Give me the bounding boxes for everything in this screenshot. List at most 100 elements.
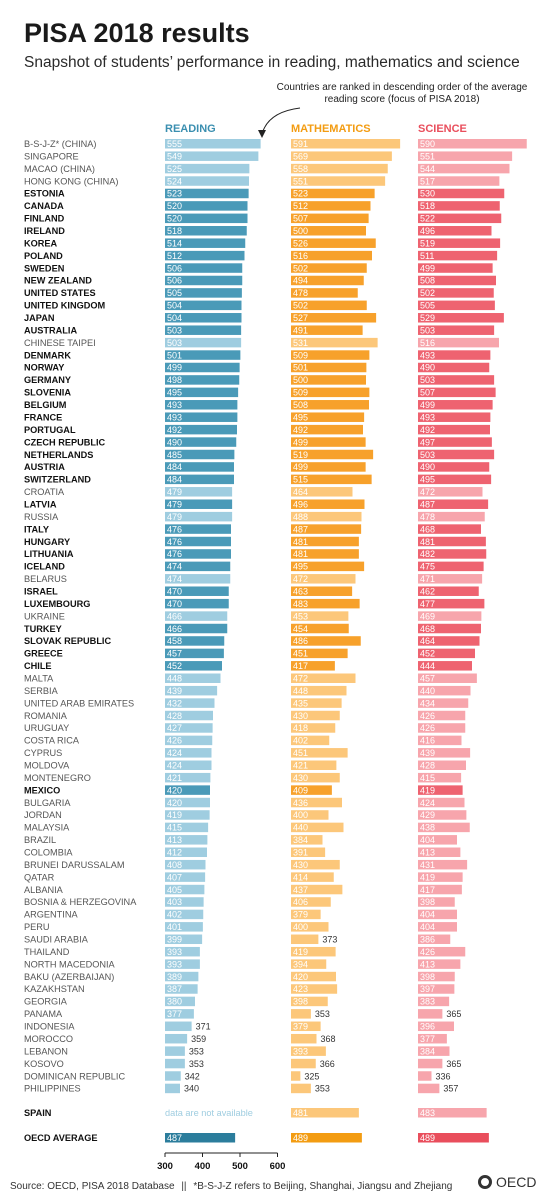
bar-reading — [165, 337, 242, 348]
bar-science — [418, 1021, 454, 1032]
bar-math — [291, 835, 323, 845]
bar-math — [291, 984, 338, 994]
value-label-math: 499 — [293, 462, 308, 472]
bar-reading — [165, 959, 200, 969]
value-label-reading: 466 — [167, 624, 182, 634]
bar-science — [418, 188, 505, 199]
value-label-science: 468 — [420, 524, 435, 534]
value-label-math: 419 — [293, 947, 308, 957]
value-label-math: 400 — [293, 810, 308, 820]
value-label-science: 398 — [420, 897, 435, 907]
value-label-math: 481 — [293, 1108, 308, 1118]
bar-science — [418, 300, 495, 311]
bar-science — [418, 934, 451, 945]
bar-math — [291, 449, 374, 460]
value-label-reading: 524 — [167, 176, 182, 186]
value-label-science: 413 — [420, 848, 435, 858]
value-label-reading: 427 — [167, 723, 182, 733]
value-label-science: 428 — [420, 761, 435, 771]
bar-science — [418, 536, 486, 547]
country-label: NEW ZEALAND — [24, 276, 92, 286]
value-label-science: 502 — [420, 288, 435, 298]
value-label-reading: 525 — [167, 164, 182, 174]
bar-math — [291, 1071, 301, 1081]
bar-science — [418, 375, 495, 385]
value-label-science: 424 — [420, 798, 435, 808]
value-label-reading: 380 — [167, 997, 182, 1007]
country-label: INDONESIA — [24, 1022, 75, 1032]
country-label: FRANCE — [24, 412, 62, 422]
x-axis-tick-label: 600 — [270, 1161, 286, 1172]
pisa-chart: READING MATHEMATICS SCIENCE B-S-J-Z* (CHINA… — [24, 107, 527, 1172]
bar-math — [291, 574, 356, 584]
country-label: GEORGIA — [24, 997, 68, 1007]
value-label-science: 464 — [420, 636, 435, 646]
value-label-math: 453 — [293, 611, 308, 621]
country-label: KAZAKHSTAN — [24, 984, 85, 994]
country-label: BELGIUM — [24, 400, 67, 410]
bar-science — [418, 275, 496, 286]
bar-reading — [165, 1133, 236, 1143]
country-label: DENMARK — [24, 350, 71, 360]
bar-math — [291, 1046, 326, 1056]
value-label-science: 365 — [446, 1009, 461, 1019]
value-label-math: 502 — [293, 263, 308, 273]
oecd-logo-text: OECD — [496, 1174, 537, 1190]
bar-reading — [165, 847, 207, 858]
country-label: CROATIA — [24, 487, 65, 497]
value-label-reading: 493 — [167, 412, 182, 422]
note-arrow-head — [258, 130, 266, 138]
bar-science — [418, 412, 491, 422]
bar-math — [291, 176, 386, 186]
bar-reading — [165, 487, 233, 497]
value-label-science: 471 — [420, 574, 435, 584]
value-label-math: 515 — [293, 475, 308, 485]
bar-math — [291, 337, 378, 348]
value-label-math: 558 — [293, 164, 308, 174]
value-label-reading: 420 — [167, 785, 182, 795]
country-label: COSTA RICA — [24, 736, 80, 746]
value-label-math: 368 — [321, 1034, 336, 1044]
value-label-science: 434 — [420, 698, 435, 708]
value-label-reading: 479 — [167, 512, 182, 522]
value-label-reading: 387 — [167, 984, 182, 994]
value-label-math: 523 — [293, 189, 308, 199]
value-label-math: 430 — [293, 860, 308, 870]
country-label: POLAND — [24, 251, 63, 261]
bar-math — [291, 1108, 359, 1118]
bar-science — [418, 437, 492, 447]
value-label-math: 421 — [293, 761, 308, 771]
value-label-math: 406 — [293, 897, 308, 907]
bar-math — [291, 511, 362, 522]
value-label-reading: 402 — [167, 910, 182, 920]
value-label-math: 509 — [293, 350, 308, 360]
bar-science — [418, 673, 477, 683]
country-label: BULGARIA — [24, 798, 71, 808]
bar-math — [291, 884, 343, 895]
bar-science — [418, 636, 480, 646]
value-label-math: 488 — [293, 512, 308, 522]
bar-math — [291, 1133, 362, 1143]
value-label-math: 353 — [315, 1084, 330, 1094]
value-label-reading: 419 — [167, 810, 182, 820]
country-label: CYPRUS — [24, 748, 62, 758]
bar-math — [291, 238, 376, 248]
value-label-math: 494 — [293, 276, 308, 286]
bar-science — [418, 424, 490, 435]
bar-reading — [165, 723, 213, 733]
bar-science — [418, 946, 466, 957]
value-label-reading: 498 — [167, 375, 182, 385]
value-label-math: 492 — [293, 425, 308, 435]
value-label-science: 499 — [420, 263, 435, 273]
value-label-science: 444 — [420, 661, 435, 671]
bar-reading — [165, 400, 238, 410]
value-label-science: 503 — [420, 325, 435, 335]
value-label-reading: 413 — [167, 835, 182, 845]
value-label-science: 438 — [420, 823, 435, 833]
chart-subtitle: Snapshot of students’ performance in rea… — [24, 54, 520, 71]
country-label: IRELAND — [24, 226, 65, 236]
value-label-science: 475 — [420, 562, 435, 572]
bar-math — [291, 922, 329, 932]
bar-science — [418, 400, 493, 410]
country-label: HUNGARY — [24, 537, 70, 547]
